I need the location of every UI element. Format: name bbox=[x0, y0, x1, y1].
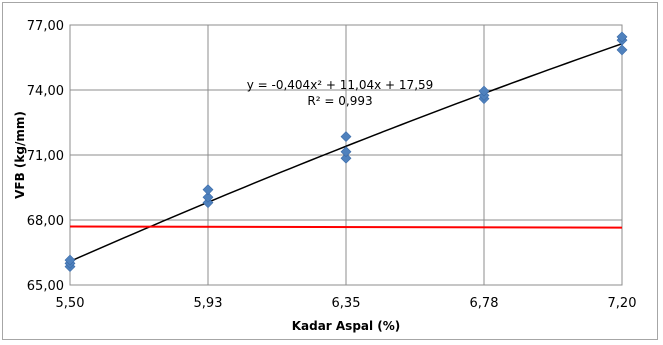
trendline bbox=[69, 43, 623, 263]
data-point bbox=[616, 31, 628, 43]
data-point bbox=[340, 146, 352, 158]
data-point bbox=[478, 85, 490, 97]
data-point bbox=[340, 152, 352, 164]
x-tick-label: 5,50 bbox=[56, 296, 85, 311]
trendline-equation: y = -0,404x² + 11,04x + 17,59 bbox=[247, 78, 434, 92]
x-axis-title: Kadar Aspal (%) bbox=[292, 319, 401, 333]
x-tick-label: 6,35 bbox=[332, 296, 361, 311]
x-tick-label: 6,78 bbox=[470, 296, 499, 311]
data-point bbox=[64, 254, 76, 266]
y-axis-title: VFB (kg/mm) bbox=[13, 111, 27, 199]
x-tick-label: 5,93 bbox=[194, 296, 223, 311]
y-tick-labels: 65,00 68,00 71,00 74,00 77,00 bbox=[27, 19, 64, 294]
series-layer bbox=[69, 43, 623, 263]
data-point bbox=[202, 191, 214, 203]
y-tick-label: 68,00 bbox=[27, 214, 64, 229]
points-layer bbox=[64, 31, 628, 273]
data-point bbox=[202, 184, 214, 196]
y-tick-label: 71,00 bbox=[27, 149, 64, 164]
x-tick-labels: 5,50 5,93 6,35 6,78 7,20 bbox=[56, 296, 637, 311]
y-tick-label: 74,00 bbox=[27, 84, 64, 99]
x-tick-label: 7,20 bbox=[608, 296, 637, 311]
r-squared-label: R² = 0,993 bbox=[307, 94, 372, 108]
y-tick-label: 77,00 bbox=[27, 19, 64, 34]
y-tick-label: 65,00 bbox=[27, 279, 64, 294]
data-point bbox=[616, 44, 628, 56]
reference-line bbox=[69, 225, 623, 229]
data-point bbox=[340, 131, 352, 143]
